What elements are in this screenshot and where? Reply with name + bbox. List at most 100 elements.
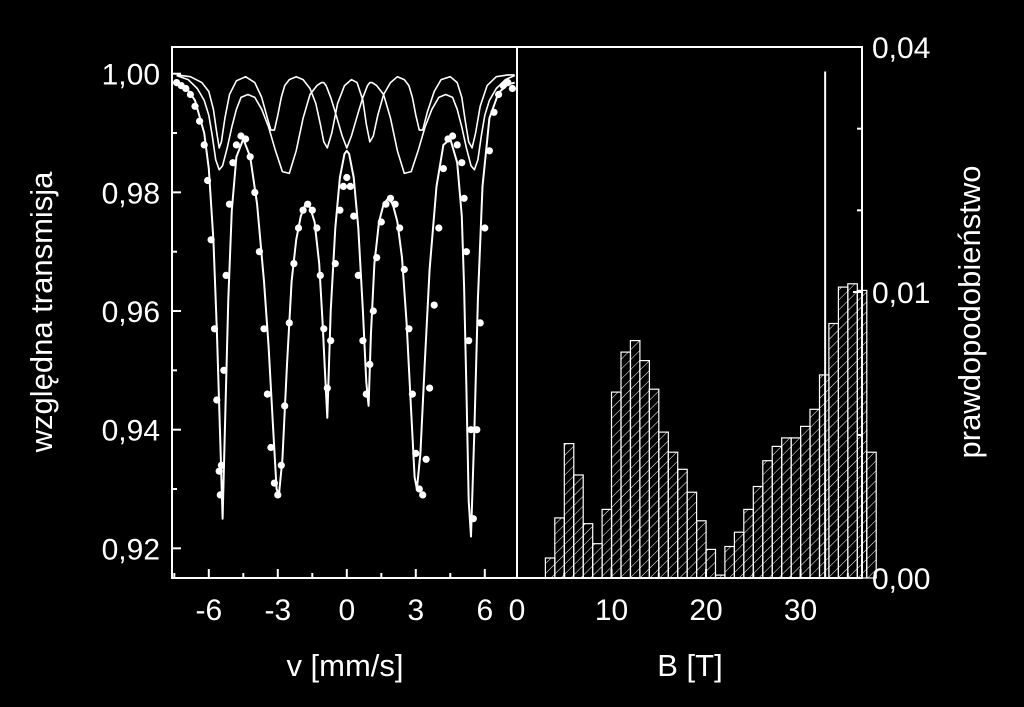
left-data-point (415, 485, 423, 493)
histogram-bar (771, 445, 783, 579)
left-x-tick-label: -3 (264, 594, 291, 627)
left-data-point (453, 141, 461, 149)
left-data-point (186, 90, 194, 99)
left-data-point (354, 271, 362, 279)
histogram-bar (781, 437, 792, 579)
right-y-axis-title: prawdopodobieństwo (952, 166, 987, 459)
left-data-point (294, 224, 303, 232)
histogram-bar (866, 451, 877, 579)
left-data-point (467, 426, 475, 434)
histogram-bar (847, 283, 858, 579)
left-data-point (215, 467, 223, 475)
left-data-point (327, 337, 335, 345)
left-data-point (182, 84, 190, 93)
left-y-tick-label: 0,96 (102, 296, 160, 329)
left-data-point (242, 135, 250, 143)
left-data-point (462, 248, 470, 256)
right-ticks (516, 46, 862, 579)
left-line-sextet-2 (176, 74, 516, 175)
histogram-bar (677, 468, 688, 579)
left-data-point (473, 426, 481, 434)
histogram-bar (629, 340, 641, 579)
left-data-point (350, 212, 358, 220)
histogram-bar (705, 548, 717, 579)
left-data-point (504, 79, 512, 87)
left-data-point (260, 325, 268, 333)
left-x-axis-title: v [mm/s] (286, 648, 403, 683)
left-data-point (435, 224, 443, 232)
left-data-point (216, 491, 224, 499)
histogram-bar (639, 360, 651, 579)
left-panel: -6 -3 0 3 6 0,92 0,94 0,96 0,98 1,00 v [mm/s] wzg… (24, 46, 518, 683)
histogram-bar (762, 460, 773, 579)
left-data-point (251, 188, 259, 196)
left-data-point (191, 102, 199, 110)
left-ticks (172, 72, 486, 578)
left-data-point (391, 200, 399, 208)
histogram-bars (544, 71, 877, 579)
left-data-point (267, 443, 275, 452)
histogram-bar (799, 425, 811, 579)
left-data-point (207, 236, 215, 244)
left-data-point (430, 301, 438, 309)
right-y-tick-label: 0,00 (872, 563, 930, 596)
left-data-point (422, 455, 430, 463)
left-y-tick-label: 0,94 (102, 415, 160, 448)
right-x-tick-label: 10 (595, 594, 628, 627)
right-x-tick-label: 0 (509, 594, 526, 627)
left-tick-labels: -6 -3 0 3 6 0,92 0,94 0,96 0,98 1,00 (102, 59, 494, 627)
histogram-bar (658, 431, 669, 579)
left-data-point (229, 159, 237, 167)
left-data-point (217, 461, 225, 469)
left-data-point (485, 147, 493, 155)
left-data-point (225, 200, 234, 208)
left-y-tick-label: 0,92 (102, 533, 160, 566)
left-data-point (476, 319, 484, 327)
left-data-point (336, 206, 344, 214)
histogram-bar (620, 351, 632, 579)
left-y-tick-label: 1,00 (102, 59, 160, 92)
left-data-point (396, 224, 404, 232)
left-data-point (346, 182, 354, 190)
histogram-bar (752, 485, 764, 579)
left-data-point (359, 337, 367, 345)
histogram-bar (695, 520, 707, 579)
histogram-bar (582, 523, 594, 579)
left-data-point (263, 390, 271, 398)
histogram-bar (573, 474, 584, 579)
left-y-tick-label: 0,98 (102, 177, 160, 210)
left-data-point (369, 307, 377, 315)
left-data-point (405, 325, 413, 333)
left-data-point (481, 224, 489, 232)
left-data-point (313, 224, 321, 232)
histogram-bar (554, 517, 565, 579)
left-data-point (299, 206, 307, 214)
left-data-point (495, 90, 503, 99)
left-data-point (200, 141, 208, 149)
left-x-tick-label: -6 (195, 594, 222, 627)
histogram-bar (601, 508, 613, 579)
histogram-bar (544, 557, 556, 579)
histogram-bar (724, 545, 736, 579)
left-data-point (339, 182, 347, 190)
left-data-point (343, 173, 351, 182)
left-data-point (246, 153, 254, 161)
left-data-point (508, 84, 516, 93)
right-y-tick-label: 0,01 (872, 277, 930, 310)
left-data-point (220, 366, 228, 374)
histogram-bar (733, 531, 745, 579)
histogram-bar (828, 322, 840, 579)
left-data-point (465, 337, 473, 345)
histogram-bar (648, 388, 660, 579)
left-line-fit (176, 81, 515, 538)
left-data-point (419, 491, 427, 499)
histogram-bar (743, 508, 754, 579)
left-data-point (362, 390, 370, 398)
histogram-bar (563, 443, 575, 579)
left-y-axis-title: względna transmisja (24, 171, 59, 454)
left-data-point (304, 200, 312, 208)
right-tick-labels: 0 10 20 30 0,00 0,01 0,04 (509, 32, 931, 627)
histogram-bar (686, 491, 698, 579)
left-data-point (255, 248, 263, 256)
left-data-point (277, 461, 285, 469)
